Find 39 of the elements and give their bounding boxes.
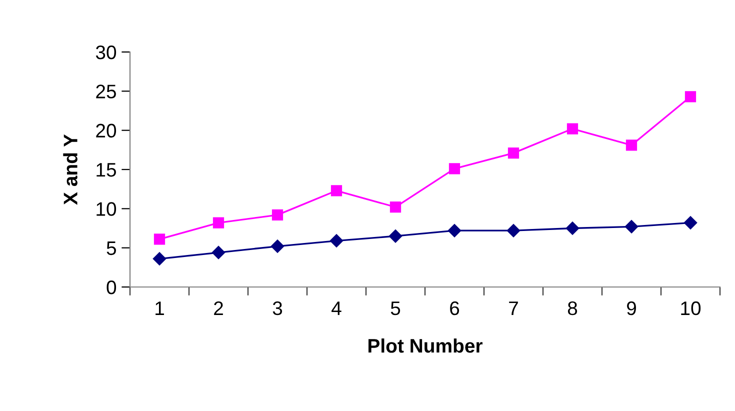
- x-axis-title: Plot Number: [368, 338, 483, 353]
- x-tick-label: 1: [156, 302, 164, 315]
- point: [448, 224, 462, 238]
- point: [152, 252, 166, 266]
- point: [448, 163, 460, 174]
- point: [566, 123, 578, 134]
- x-tick-label: 5: [390, 302, 400, 316]
- point: [566, 222, 580, 235]
- y-tick-label: 15: [96, 163, 116, 177]
- y-tick-label: 0: [106, 280, 116, 294]
- x-tick-label: 8: [568, 301, 578, 316]
- y-tick-label: 25: [96, 84, 116, 98]
- point: [270, 240, 284, 253]
- point: [508, 147, 520, 159]
- point: [624, 220, 638, 234]
- point: [684, 216, 698, 230]
- x-tick-label: 7: [509, 302, 518, 315]
- point: [388, 229, 402, 243]
- point: [684, 91, 696, 102]
- x-tick-label: 4: [332, 302, 342, 315]
- point: [212, 246, 226, 260]
- x-tick-label: 3: [272, 301, 282, 316]
- point: [212, 217, 224, 228]
- x-tick-label: 9: [627, 301, 636, 316]
- x-tick-label: 10: [681, 301, 701, 316]
- point: [330, 234, 344, 248]
- point: [506, 224, 520, 238]
- point: [626, 140, 638, 151]
- point: [154, 234, 166, 245]
- x-tick-label: 6: [450, 301, 460, 316]
- point: [330, 185, 342, 196]
- y-tick-label: 10: [96, 202, 116, 216]
- y-tick-label: 20: [96, 124, 116, 138]
- y-tick-label: 30: [96, 45, 116, 60]
- point: [390, 202, 402, 213]
- y-tick-label: 5: [106, 242, 116, 256]
- x-tick-label: 2: [214, 301, 223, 315]
- y-axis-title: X and Y: [63, 134, 78, 205]
- point: [272, 209, 284, 220]
